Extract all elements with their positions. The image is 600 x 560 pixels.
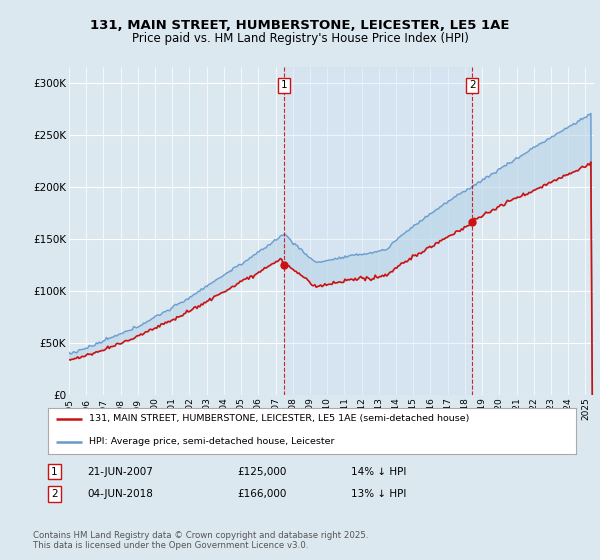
Bar [284,67,472,395]
Text: 2: 2 [469,80,475,90]
Text: 131, MAIN STREET, HUMBERSTONE, LEICESTER, LE5 1AE (semi-detached house): 131, MAIN STREET, HUMBERSTONE, LEICESTER… [89,414,470,423]
Text: HPI: Average price, semi-detached house, Leicester: HPI: Average price, semi-detached house,… [89,437,335,446]
Text: 21-JUN-2007: 21-JUN-2007 [87,466,153,477]
Text: 14% ↓ HPI: 14% ↓ HPI [351,466,406,477]
Text: Price paid vs. HM Land Registry's House Price Index (HPI): Price paid vs. HM Land Registry's House … [131,32,469,45]
Text: £125,000: £125,000 [237,466,286,477]
Text: 1: 1 [51,466,58,477]
Text: 1: 1 [280,80,287,90]
Text: 2: 2 [51,489,58,499]
Text: 04-JUN-2018: 04-JUN-2018 [87,489,153,499]
Text: 131, MAIN STREET, HUMBERSTONE, LEICESTER, LE5 1AE: 131, MAIN STREET, HUMBERSTONE, LEICESTER… [90,19,510,32]
Text: 13% ↓ HPI: 13% ↓ HPI [351,489,406,499]
Text: Contains HM Land Registry data © Crown copyright and database right 2025.
This d: Contains HM Land Registry data © Crown c… [33,531,368,550]
Text: £166,000: £166,000 [237,489,286,499]
